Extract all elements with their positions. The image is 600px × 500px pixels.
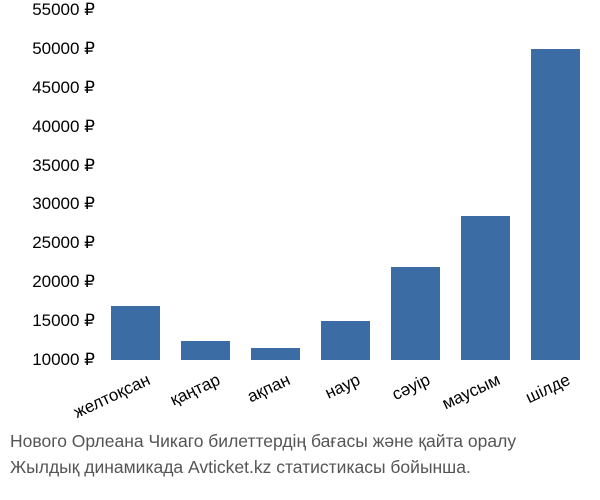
chart-caption: Нового Орлеана Чикаго билеттердің бағасы… bbox=[10, 428, 590, 481]
bar bbox=[181, 341, 230, 360]
bar bbox=[531, 49, 580, 360]
caption-line-2: Жылдық динамикада Avticket.kz статистика… bbox=[10, 454, 590, 480]
bar bbox=[251, 348, 300, 360]
plot-area bbox=[100, 10, 590, 360]
bar bbox=[461, 216, 510, 360]
y-tick-label: 30000 ₽ bbox=[0, 194, 95, 214]
y-tick-label: 25000 ₽ bbox=[0, 233, 95, 253]
y-tick-label: 55000 ₽ bbox=[0, 0, 95, 20]
y-axis: 10000 ₽15000 ₽20000 ₽25000 ₽30000 ₽35000… bbox=[0, 10, 100, 360]
bar-chart: 10000 ₽ 15000 ₽ 20000 ₽ 25000 ₽ 30000 ₽ 35000… bbox=[0, 10, 600, 410]
y-tick-label: 45000 ₽ bbox=[0, 78, 95, 98]
y-tick-label: 10000 ₽ bbox=[0, 350, 95, 370]
y-tick-label: 20000 ₽ bbox=[0, 272, 95, 292]
bar bbox=[111, 306, 160, 360]
y-tick-label: 50000 ₽ bbox=[0, 39, 95, 59]
y-tick-label: 15000 ₽ bbox=[0, 311, 95, 331]
y-tick-label: 35000 ₽ bbox=[0, 156, 95, 176]
bar bbox=[321, 321, 370, 360]
caption-line-1: Нового Орлеана Чикаго билеттердің бағасы… bbox=[10, 428, 590, 454]
y-tick-label: 40000 ₽ bbox=[0, 117, 95, 137]
x-axis-labels: желтоқсанқаңтарақпаннаурсәуірмаусымшілде bbox=[100, 365, 590, 415]
bar bbox=[391, 267, 440, 360]
